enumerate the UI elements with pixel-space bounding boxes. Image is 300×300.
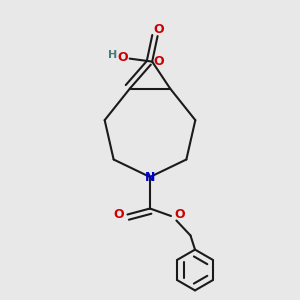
Text: O: O [153, 23, 164, 36]
Text: O: O [113, 208, 124, 221]
Text: O: O [118, 51, 128, 64]
Text: H: H [108, 50, 117, 60]
Text: O: O [153, 55, 164, 68]
Text: O: O [174, 208, 185, 221]
Text: N: N [145, 170, 155, 184]
